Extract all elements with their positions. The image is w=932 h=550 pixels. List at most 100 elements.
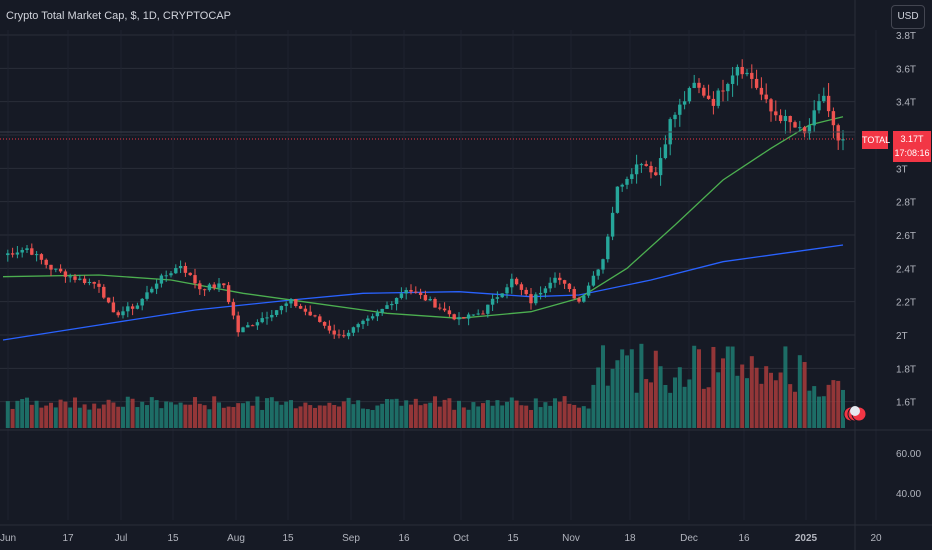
volume-bar	[481, 403, 485, 428]
candle-body	[495, 297, 500, 299]
volume-bar	[692, 345, 697, 428]
volume-bar	[754, 367, 759, 428]
volume-bar	[25, 397, 29, 428]
candle-body	[332, 330, 336, 335]
volume-bar	[567, 403, 572, 428]
candle-body	[615, 186, 620, 213]
candle-body	[126, 306, 130, 312]
candle-body	[394, 297, 399, 304]
volume-bar	[149, 397, 154, 428]
volume-bar	[413, 398, 418, 428]
candle-body	[745, 72, 749, 75]
price-tick-label: 1.8T	[896, 364, 916, 375]
volume-bar	[452, 409, 457, 428]
volume-bar	[634, 392, 639, 428]
candle-body	[44, 259, 48, 265]
candle-body	[471, 314, 476, 316]
candle-body	[697, 82, 701, 88]
volume-bar	[706, 387, 711, 428]
volume-bar	[351, 404, 356, 428]
candle-body	[97, 283, 101, 287]
symbol-title[interactable]: Crypto Total Market Cap, $, 1D, CRYPTOCA…	[6, 10, 231, 22]
candle-body	[548, 282, 552, 289]
volume-bar	[231, 406, 236, 428]
volume-bar	[625, 355, 629, 428]
candle-body	[778, 115, 783, 122]
volume-bar	[773, 380, 778, 428]
candle-body	[25, 248, 29, 250]
time-tick-label: 2025	[795, 533, 818, 544]
volume-bar	[289, 400, 293, 428]
volume-bar	[68, 407, 73, 428]
volume-bar	[298, 406, 303, 428]
volume-bar	[591, 384, 596, 428]
last-price-symbol-tag: TOTAL	[862, 131, 890, 149]
candle-body	[826, 95, 831, 112]
candle-body	[812, 110, 816, 126]
volume-bar	[711, 346, 716, 428]
candle-body	[327, 325, 332, 331]
candle-body	[174, 268, 178, 274]
volume-bar	[677, 367, 682, 428]
candle-body	[39, 254, 44, 260]
candle-body	[802, 127, 807, 134]
candle-body	[265, 317, 269, 319]
candle-body	[457, 317, 461, 320]
volume-bar	[759, 383, 764, 428]
price-tick-label: 3.4T	[896, 98, 916, 109]
candle-body	[414, 291, 418, 293]
candle-body	[298, 306, 303, 309]
volume-bar	[164, 401, 169, 428]
price-tick-label: 3T	[896, 164, 908, 175]
volume-bar	[303, 402, 308, 428]
volume-bar	[370, 409, 375, 428]
volume-bar	[437, 406, 442, 428]
candle-body	[34, 254, 39, 256]
candle-body	[337, 334, 341, 336]
candle-body	[15, 252, 20, 255]
volume-bar	[154, 400, 159, 428]
currency-button[interactable]: USD	[891, 5, 925, 29]
volume-bar	[77, 407, 82, 428]
candle-body	[106, 297, 111, 303]
volume-bar	[668, 392, 673, 428]
candle-body	[807, 125, 812, 134]
candle-body	[279, 305, 284, 311]
volume-bar	[831, 380, 836, 428]
volume-bar	[207, 409, 212, 428]
candle-body	[116, 312, 120, 316]
candle-body	[270, 314, 274, 318]
candle-body	[654, 172, 658, 176]
event-marker-icon[interactable]	[850, 406, 860, 416]
candle-body	[193, 275, 197, 284]
volume-bar	[10, 408, 15, 428]
volume-bar	[308, 405, 313, 428]
candle-body	[500, 293, 504, 298]
volume-bar	[212, 396, 217, 428]
time-tick-label: Aug	[227, 533, 245, 544]
volume-bar	[543, 402, 548, 428]
candle-body	[711, 98, 716, 106]
volume-bar	[140, 401, 145, 428]
volume-bar	[749, 356, 754, 428]
candle-body	[380, 308, 384, 313]
candle-body	[649, 165, 653, 173]
candle-body	[759, 87, 764, 95]
candle-body	[78, 278, 82, 280]
candle-body	[754, 78, 759, 88]
candle-body	[222, 283, 226, 286]
price-tick-label: 1.6T	[896, 398, 916, 409]
candle-body	[774, 111, 778, 116]
candle-body	[788, 116, 792, 123]
candle-body	[63, 271, 68, 277]
candle-body	[274, 310, 279, 315]
candle-body	[82, 278, 87, 283]
time-tick-label: 15	[507, 533, 519, 544]
candle-body	[73, 276, 77, 280]
volume-bar	[87, 409, 92, 428]
candle-body	[519, 284, 524, 290]
candle-body	[481, 313, 485, 315]
candle-body	[730, 75, 735, 84]
volume-bar	[505, 401, 509, 428]
